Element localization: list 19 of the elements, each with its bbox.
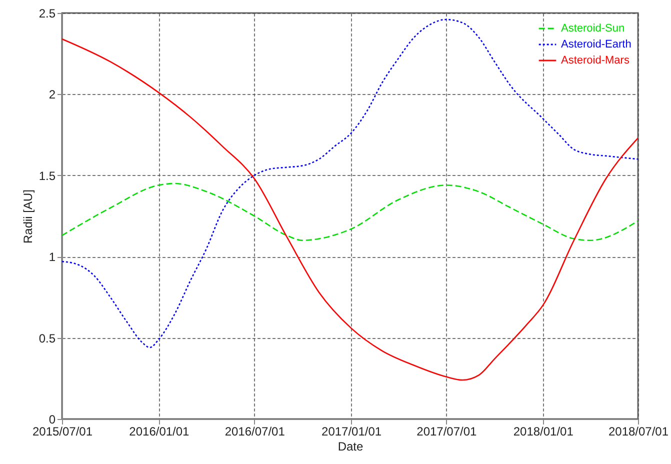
legend-label: Asteroid-Earth <box>561 38 632 50</box>
x-tick-label: 2018/07/01 <box>608 424 669 438</box>
legend-label: Asteroid-Sun <box>561 22 625 34</box>
x-tick-label: 2016/01/01 <box>129 424 190 438</box>
y-tick-label: 0.5 <box>38 331 56 346</box>
y-tick-label: 1 <box>48 250 56 264</box>
line-series <box>62 182 638 242</box>
y-tick-label: 2.5 <box>38 6 56 20</box>
x-tick-label: 2017/07/01 <box>416 424 478 438</box>
x-tick-label: 2018/01/01 <box>513 424 574 438</box>
y-tick-label: 1.5 <box>38 168 56 183</box>
x-tick-label: 2015/07/01 <box>32 424 93 438</box>
y-axis-title: Radii [AU] <box>20 189 35 244</box>
y-tick-label: 2 <box>48 88 56 102</box>
x-tick-label: 2017/01/01 <box>322 424 382 438</box>
y-tick-label: 0 <box>48 412 56 426</box>
x-tick-label: 2016/07/01 <box>224 424 286 438</box>
legend-label: Asteroid-Mars <box>561 54 630 66</box>
x-axis-title: Date <box>338 440 364 454</box>
